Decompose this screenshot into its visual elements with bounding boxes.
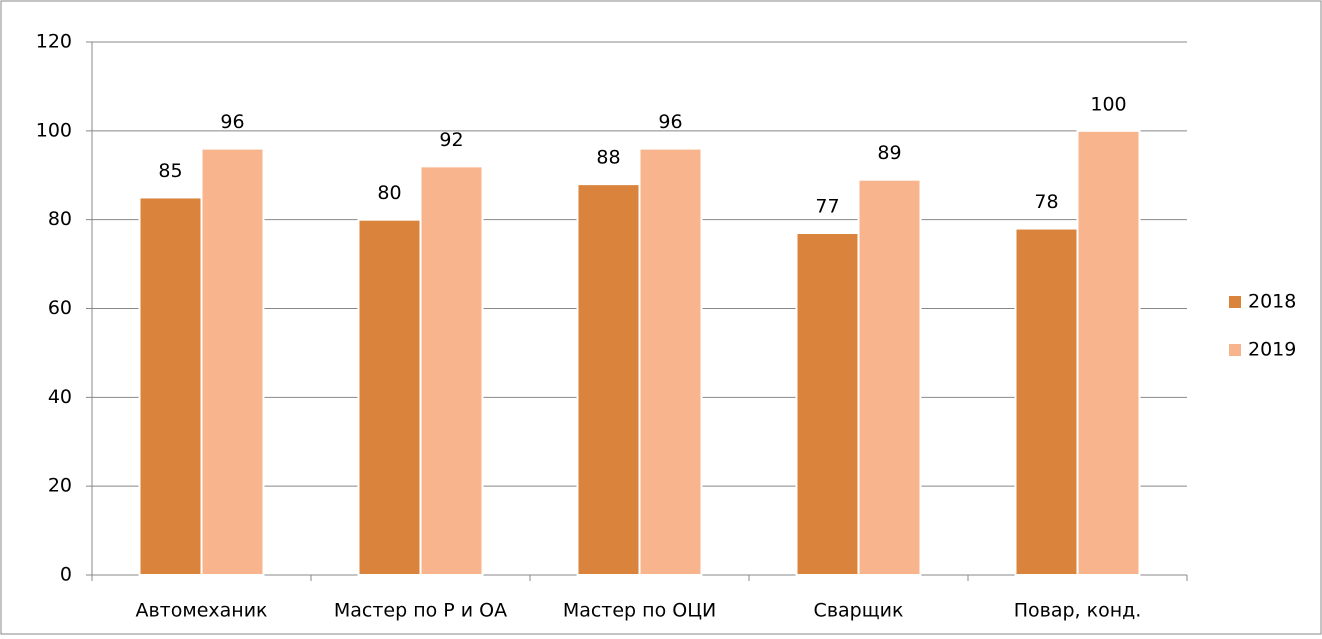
legend-swatch (1229, 296, 1241, 308)
data-label: 100 (1090, 93, 1126, 115)
data-label: 88 (596, 147, 620, 169)
bar (138, 196, 203, 576)
data-label: 85 (158, 160, 182, 182)
data-label: 89 (877, 142, 901, 164)
x-tick-label: Сварщик (814, 600, 904, 622)
data-label: 77 (815, 195, 839, 217)
y-tick-label: 40 (48, 386, 72, 408)
bar (200, 147, 265, 576)
x-tick-label: Повар, конд. (1014, 600, 1142, 622)
data-label: 96 (658, 111, 682, 133)
y-tick-label: 0 (60, 564, 72, 586)
y-tick-label: 60 (48, 297, 72, 319)
x-tick-label: Мастер по ОЦИ (563, 600, 716, 622)
bar (576, 183, 641, 576)
bar (857, 178, 922, 576)
y-tick-label: 20 (48, 475, 72, 497)
bar (795, 231, 860, 576)
y-tick-label: 120 (36, 31, 72, 53)
x-tick-label: Мастер по Р и ОА (334, 600, 507, 622)
bar (419, 165, 484, 576)
bar (1076, 129, 1141, 576)
data-label: 96 (220, 111, 244, 133)
legend-label: 2018 (1248, 291, 1296, 313)
bar (638, 147, 703, 576)
legend-label: 2019 (1248, 339, 1296, 361)
x-tick-label: Автомеханик (135, 600, 267, 622)
legend-swatch (1229, 344, 1241, 356)
y-tick-label: 80 (48, 208, 72, 230)
bar (1014, 227, 1079, 577)
data-label: 78 (1034, 191, 1058, 213)
data-label: 92 (439, 129, 463, 151)
y-tick-label: 100 (36, 119, 72, 141)
bar (357, 218, 422, 577)
data-label: 80 (377, 182, 401, 204)
